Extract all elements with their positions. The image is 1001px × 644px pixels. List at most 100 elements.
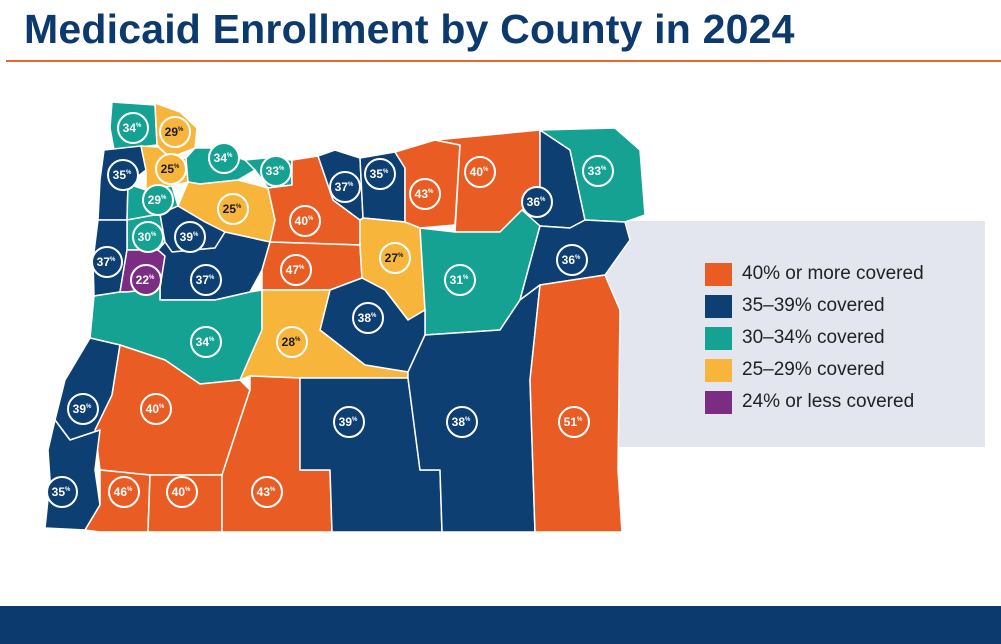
label-circle xyxy=(142,184,174,216)
county-value: 25% xyxy=(223,202,242,216)
county-value: 43% xyxy=(415,187,434,201)
label-circle xyxy=(276,326,308,358)
county-value: 43% xyxy=(257,485,276,499)
county-value: 29% xyxy=(165,125,184,139)
label-circle xyxy=(464,156,496,188)
county-label-coos: 39% xyxy=(67,393,99,425)
label-circle xyxy=(558,406,590,438)
county-value: 38% xyxy=(358,311,377,325)
county-label-klamath: 43% xyxy=(251,476,283,508)
label-circle xyxy=(582,155,614,187)
label-circle xyxy=(333,406,365,438)
label-circle xyxy=(140,393,172,425)
county-label-jefferson: 47% xyxy=(280,254,312,286)
county-label-lane: 34% xyxy=(190,326,222,358)
county-value: 36% xyxy=(562,253,581,267)
legend: 40% or more covered 35–39% covered 30–34… xyxy=(705,258,924,418)
label-circle xyxy=(409,178,441,210)
county-value: 37% xyxy=(97,255,116,269)
label-circle xyxy=(108,476,140,508)
county-value: 37% xyxy=(335,180,354,194)
legend-label: 35–39% covered xyxy=(742,295,885,316)
label-circle xyxy=(251,476,283,508)
county-value: 30% xyxy=(138,230,157,244)
county-value: 27% xyxy=(385,251,404,265)
legend-swatch xyxy=(705,294,732,318)
label-circle xyxy=(46,476,78,508)
county-value: 47% xyxy=(286,263,305,277)
county-value: 40% xyxy=(470,165,489,179)
label-circle xyxy=(91,246,123,278)
county-value: 39% xyxy=(339,415,358,429)
county-value: 40% xyxy=(172,485,191,499)
legend-label: 40% or more covered xyxy=(742,263,924,284)
county-label-lake: 39% xyxy=(333,406,365,438)
county-value-labels: 34% 29% 35% 25% 34% 33% 29% 25% 30% 39% 37% 22% 37% 4… xyxy=(46,112,614,508)
county-label-douglas: 40% xyxy=(140,393,172,425)
county-label-columbia: 29% xyxy=(159,116,191,148)
label-circle xyxy=(159,116,191,148)
label-circle xyxy=(521,186,553,218)
county-value: 22% xyxy=(136,273,155,287)
county-label-josephine: 46% xyxy=(108,476,140,508)
legend-label: 25–29% covered xyxy=(742,359,885,380)
county-value: 35% xyxy=(113,168,132,182)
label-circle xyxy=(130,264,162,296)
county-value: 39% xyxy=(180,230,199,244)
county-value: 36% xyxy=(527,195,546,209)
label-circle xyxy=(446,406,478,438)
label-circle xyxy=(208,142,240,174)
county-label-crook: 38% xyxy=(352,302,384,334)
legend-swatch xyxy=(705,390,732,414)
county-value: 37% xyxy=(196,273,215,287)
label-circle xyxy=(260,155,292,187)
county-label-lincoln: 37% xyxy=(91,246,123,278)
label-circle xyxy=(556,244,588,276)
county-value: 40% xyxy=(295,214,314,228)
county-label-yamhill: 29% xyxy=(142,184,174,216)
legend-item: 24% or less covered xyxy=(705,386,924,418)
county-label-curry: 35% xyxy=(46,476,78,508)
county-label-sherman: 37% xyxy=(329,171,361,203)
legend-panel xyxy=(600,221,985,447)
county-label-grant: 31% xyxy=(444,264,476,296)
title-divider xyxy=(6,60,1001,62)
county-value: 31% xyxy=(450,273,469,287)
county-label-baker: 36% xyxy=(556,244,588,276)
county-value: 25% xyxy=(161,162,180,176)
label-circle xyxy=(132,221,164,253)
legend-swatch xyxy=(705,326,732,350)
county-label-benton: 22% xyxy=(130,264,162,296)
footer-bar xyxy=(0,606,1001,644)
county-value: 51% xyxy=(564,415,583,429)
county-label-wasco: 40% xyxy=(289,205,321,237)
county-label-umatilla: 40% xyxy=(464,156,496,188)
label-circle xyxy=(190,264,222,296)
legend-item: 30–34% covered xyxy=(705,322,924,354)
label-circle xyxy=(166,476,198,508)
label-circle xyxy=(289,205,321,237)
label-circle xyxy=(364,158,396,190)
county-value: 34% xyxy=(123,121,142,135)
label-circle xyxy=(217,193,249,225)
county-label-wallowa: 33% xyxy=(582,155,614,187)
county-label-deschutes: 28% xyxy=(276,326,308,358)
label-circle xyxy=(352,302,384,334)
county-label-morrow: 43% xyxy=(409,178,441,210)
county-label-wheeler: 27% xyxy=(379,242,411,274)
county-label-harney: 38% xyxy=(446,406,478,438)
county-jefferson xyxy=(261,241,363,291)
county-value: 28% xyxy=(282,335,301,349)
county-label-linn: 37% xyxy=(190,264,222,296)
county-label-multnomah: 34% xyxy=(208,142,240,174)
legend-item: 35–39% covered xyxy=(705,290,924,322)
county-value: 39% xyxy=(73,402,92,416)
legend-item: 40% or more covered xyxy=(705,258,924,290)
county-label-gilliam: 35% xyxy=(364,158,396,190)
county-value: 35% xyxy=(52,485,71,499)
page-title: Medicaid Enrollment by County in 2024 xyxy=(24,6,795,52)
county-value: 34% xyxy=(214,151,233,165)
county-label-malheur: 51% xyxy=(558,406,590,438)
county-value: 40% xyxy=(146,402,165,416)
legend-item: 25–29% covered xyxy=(705,354,924,386)
